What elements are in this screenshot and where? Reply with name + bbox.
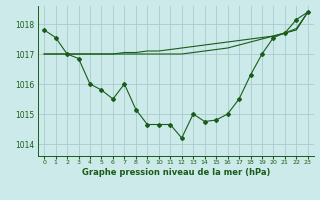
X-axis label: Graphe pression niveau de la mer (hPa): Graphe pression niveau de la mer (hPa)	[82, 168, 270, 177]
